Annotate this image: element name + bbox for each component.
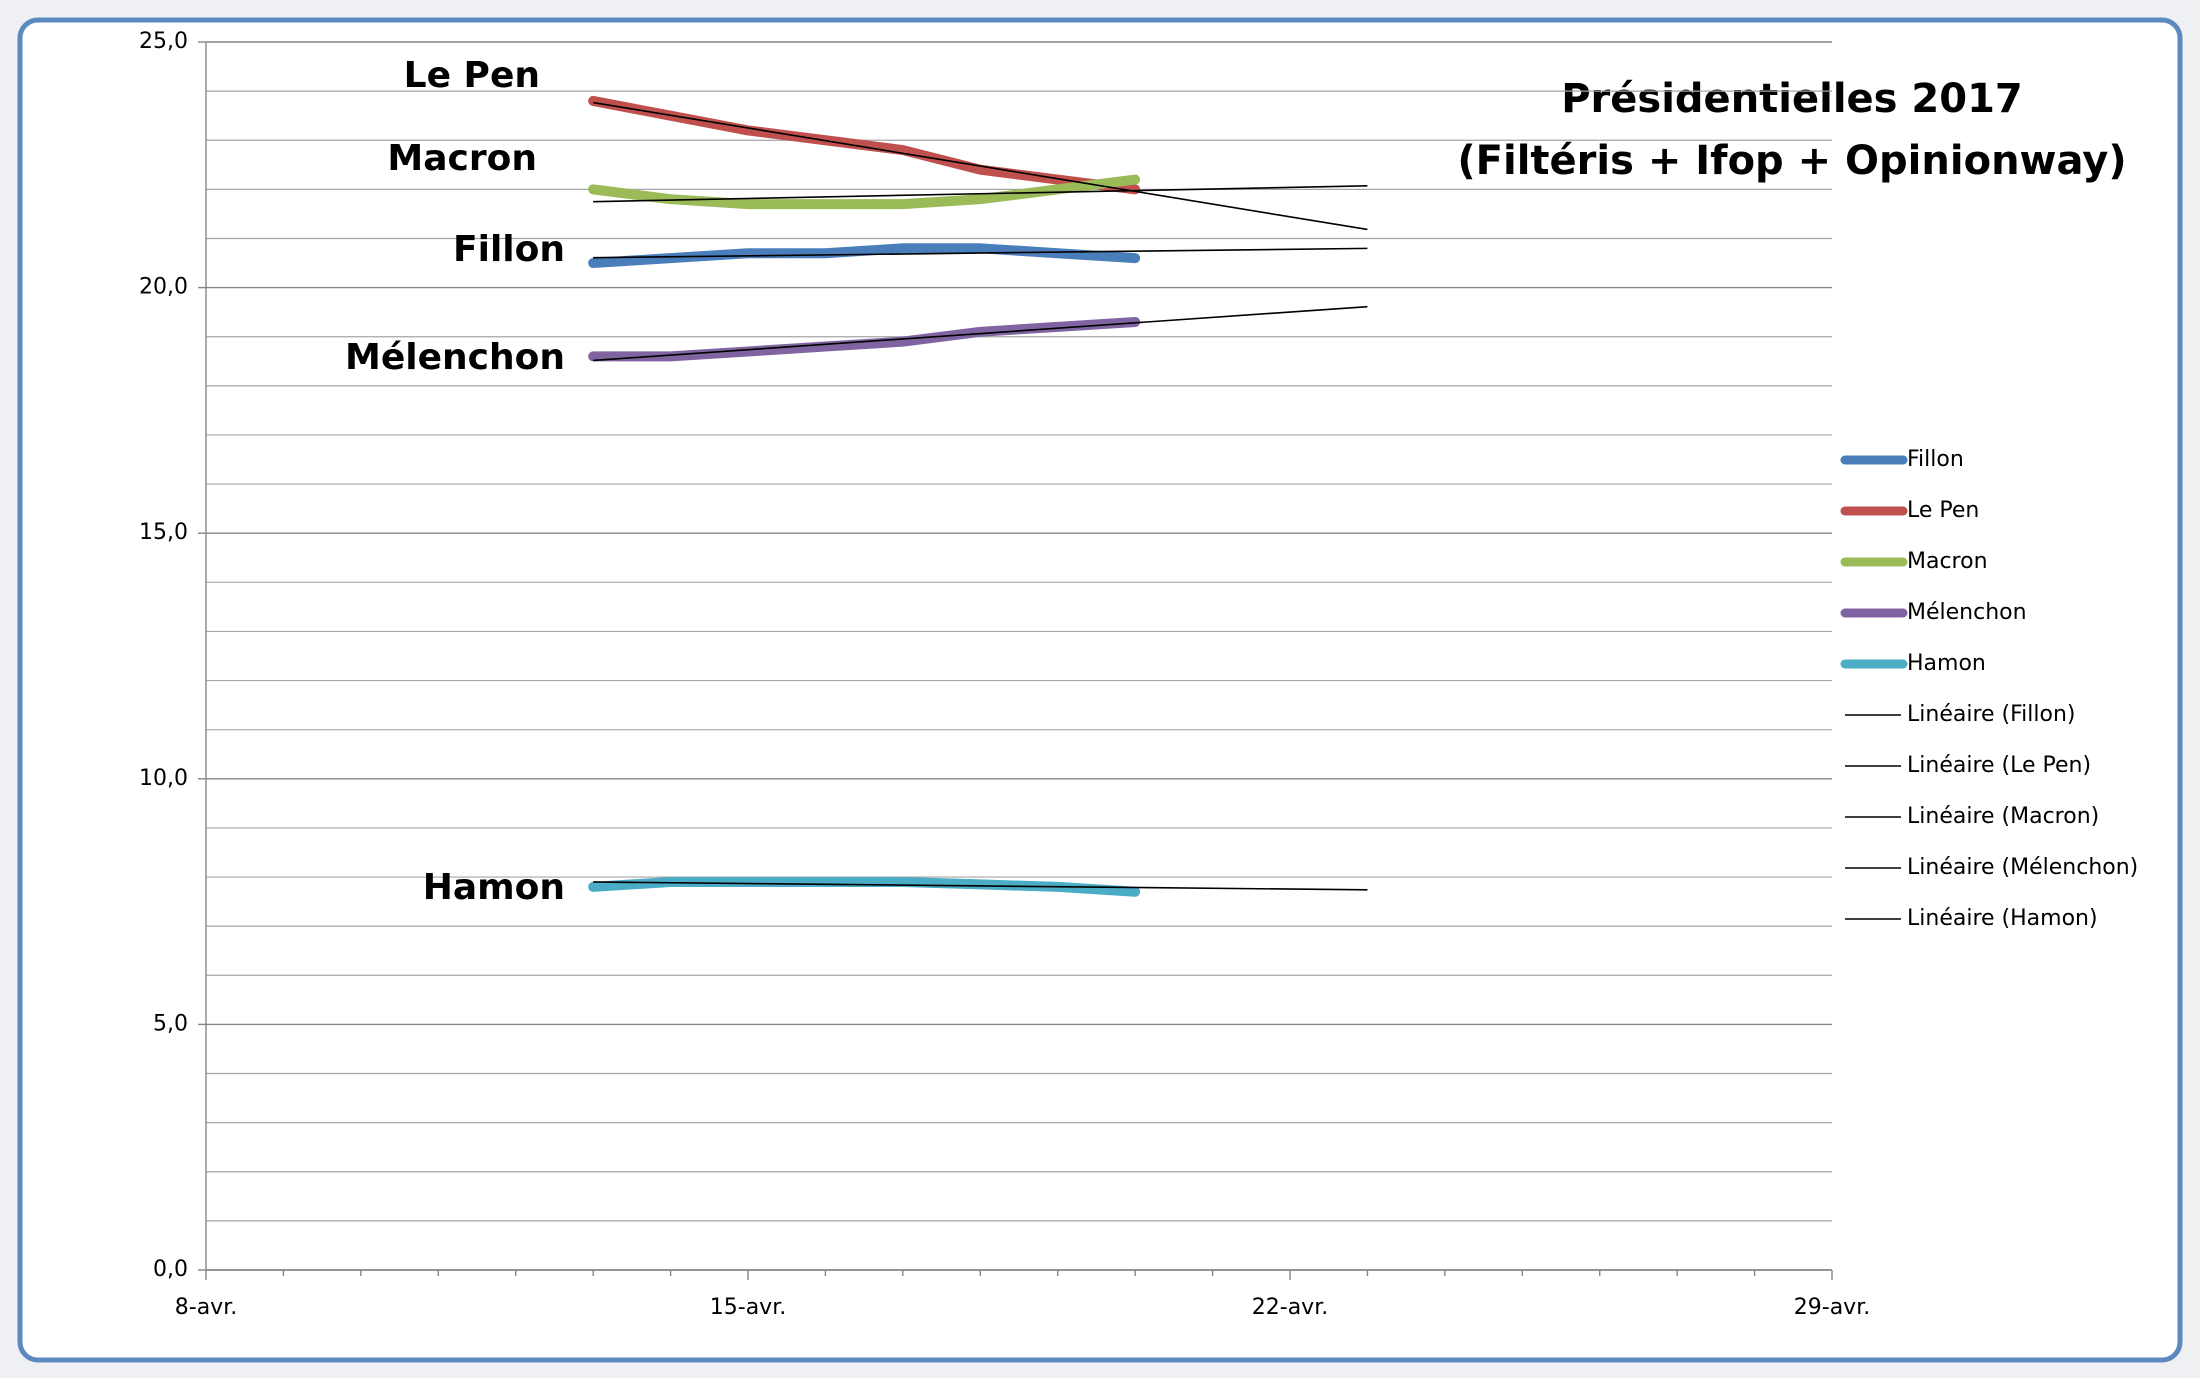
y-tick-label: 15,0 xyxy=(139,520,188,545)
y-tick-label: 25,0 xyxy=(139,29,188,54)
chart-frame xyxy=(17,17,2183,1363)
legend-label: Fillon xyxy=(1907,447,1964,472)
series-annotation: Hamon xyxy=(423,867,565,908)
y-tick-label: 10,0 xyxy=(139,766,188,791)
legend-label: Linéaire (Hamon) xyxy=(1907,906,2098,931)
y-tick-label: 0,0 xyxy=(153,1257,188,1282)
x-tick-label: 29-avr. xyxy=(1794,1295,1870,1320)
legend-label: Hamon xyxy=(1907,651,1986,676)
x-tick-label: 8-avr. xyxy=(175,1295,237,1320)
series-annotation: Fillon xyxy=(453,229,565,270)
trend-line xyxy=(593,247,1368,259)
legend-label: Mélenchon xyxy=(1907,600,2027,625)
trend-line xyxy=(593,185,1368,203)
trend-line xyxy=(593,101,1368,231)
legend-label: Linéaire (Macron) xyxy=(1907,804,2099,829)
x-tick-label: 22-avr. xyxy=(1252,1295,1328,1320)
chart-title: Présidentielles 2017 xyxy=(1561,76,2023,122)
y-tick-label: 5,0 xyxy=(153,1011,188,1036)
legend-label: Macron xyxy=(1907,549,1988,574)
legend-label: Linéaire (Le Pen) xyxy=(1907,753,2091,778)
legend-label: Linéaire (Fillon) xyxy=(1907,702,2076,727)
series-annotation: Macron xyxy=(387,138,537,179)
x-tick-label: 15-avr. xyxy=(710,1295,786,1320)
series-annotation: Le Pen xyxy=(404,55,540,96)
y-tick-label: 20,0 xyxy=(139,275,188,300)
legend-label: Le Pen xyxy=(1907,498,1979,523)
chart-subtitle: (Filtéris + Ifop + Opinionway) xyxy=(1457,138,2126,184)
series-line xyxy=(588,316,1141,362)
trend-line xyxy=(593,305,1368,362)
legend-label: Linéaire (Mélenchon) xyxy=(1907,855,2138,880)
trend-line xyxy=(593,881,1368,891)
series-annotation: Mélenchon xyxy=(345,337,565,378)
